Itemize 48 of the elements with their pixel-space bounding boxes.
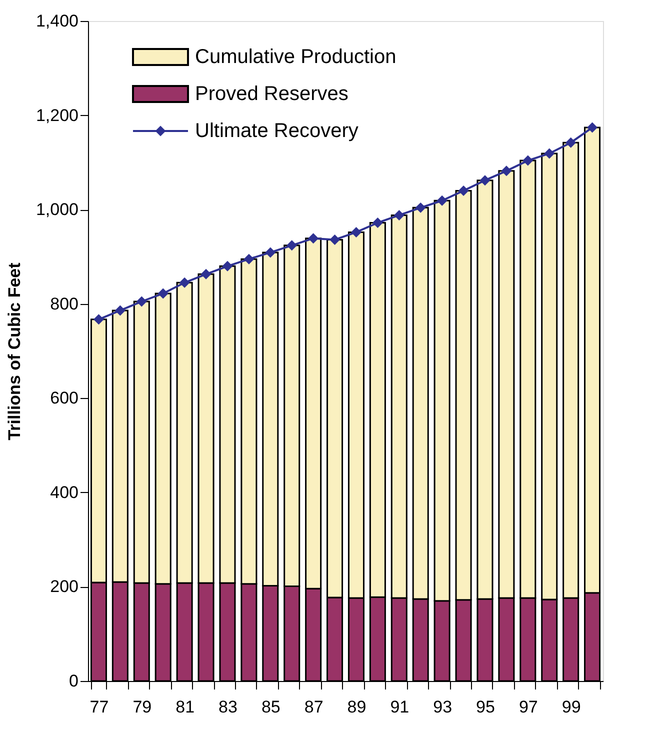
point — [308, 233, 319, 244]
point — [566, 137, 576, 148]
y-tick-label: 600 — [50, 388, 78, 408]
point — [415, 202, 426, 213]
x-tick-label: 93 — [433, 698, 452, 716]
point — [200, 268, 212, 280]
point — [265, 247, 276, 258]
x-tick-label: 85 — [261, 698, 280, 716]
point — [458, 185, 469, 196]
point — [136, 296, 147, 307]
legend-label: Ultimate Recovery — [195, 120, 358, 142]
y-tick-label: 400 — [50, 482, 78, 502]
x-tick-label: 81 — [176, 698, 195, 716]
x-tick-label: 97 — [518, 698, 538, 716]
x-tick-label: 99 — [562, 698, 581, 716]
y-tick-label: 1,400 — [36, 12, 78, 30]
x-tick-label: 89 — [347, 698, 366, 716]
x-tick-label: 91 — [390, 698, 410, 716]
point — [350, 226, 362, 238]
y-tick-label: 800 — [50, 294, 78, 314]
legend-label: Proved Reserves — [195, 83, 348, 105]
y-tick-label: 1,000 — [36, 200, 78, 220]
legend-label: Cumulative Production — [195, 46, 396, 68]
y-tick-label: 200 — [50, 577, 78, 596]
x-tick-label: 95 — [476, 698, 495, 716]
y-tick-label: 0 — [69, 672, 78, 690]
point — [522, 155, 534, 166]
point — [587, 122, 598, 133]
x-tick-label: 87 — [304, 698, 324, 716]
x-tick-label: 83 — [218, 698, 238, 716]
x-tick-label: 79 — [132, 698, 152, 716]
point — [372, 218, 383, 228]
point — [501, 166, 512, 176]
point — [244, 254, 254, 264]
point — [179, 277, 190, 288]
point — [222, 260, 233, 272]
point — [114, 305, 126, 316]
point — [286, 240, 298, 251]
point — [330, 234, 340, 245]
point — [93, 314, 104, 325]
point — [394, 210, 404, 220]
y-tick-label: 1,200 — [36, 106, 78, 125]
point — [436, 195, 448, 206]
y-axis-title: Trillions of Cubic Feet — [4, 262, 24, 440]
point — [480, 175, 490, 186]
x-tick-label: 77 — [90, 698, 109, 716]
point — [544, 148, 555, 159]
point — [158, 288, 168, 299]
